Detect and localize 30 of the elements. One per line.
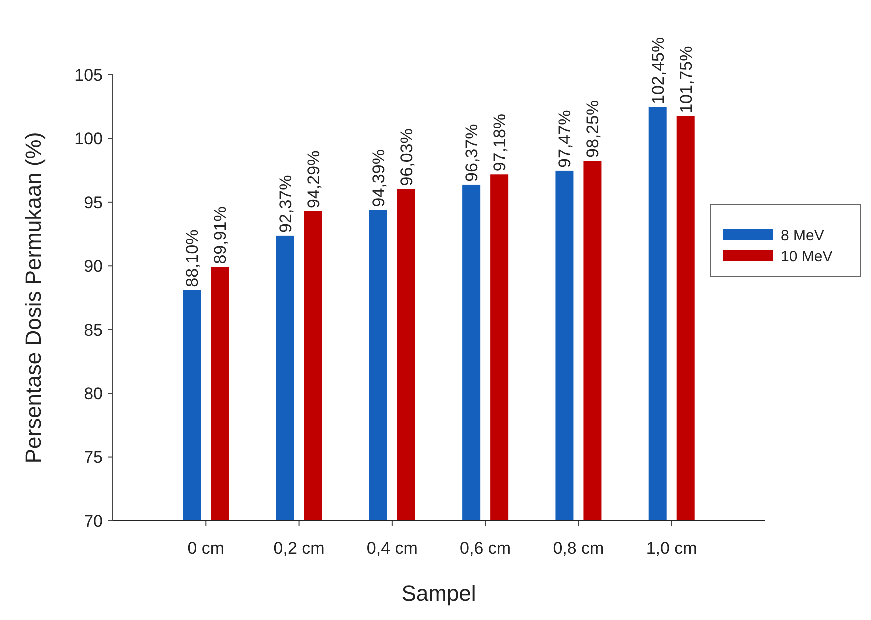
data-label: 89,91% bbox=[211, 206, 230, 264]
data-label: 92,37% bbox=[276, 175, 296, 233]
data-label: 94,39% bbox=[369, 150, 388, 208]
data-label: 101,75% bbox=[676, 46, 696, 114]
x-tick-label: 0,6 cm bbox=[460, 539, 512, 558]
x-tick-label: 0 cm bbox=[188, 539, 225, 558]
data-label: 96,37% bbox=[462, 124, 482, 182]
x-tick-label: 0,4 cm bbox=[366, 539, 418, 558]
data-label: 98,25% bbox=[584, 100, 603, 158]
x-axis-title: Sampel bbox=[402, 581, 476, 606]
data-label: 88,10% bbox=[183, 230, 202, 288]
data-label: 94,29% bbox=[304, 150, 324, 208]
data-label: 97,47% bbox=[556, 110, 575, 168]
y-tick-label: 95 bbox=[84, 193, 103, 212]
legend-label: 10 MeV bbox=[781, 248, 833, 266]
data-label: 97,18% bbox=[490, 114, 510, 172]
x-tick-label: 0,2 cm bbox=[274, 539, 325, 558]
y-tick-label: 85 bbox=[84, 320, 103, 340]
data-label: 102,45% bbox=[648, 37, 668, 104]
x-tick-label: 0,8 cm bbox=[553, 539, 604, 558]
y-tick-label: 100 bbox=[74, 130, 103, 149]
y-tick-label: 90 bbox=[84, 257, 103, 276]
y-tick-label: 70 bbox=[84, 512, 103, 531]
x-tick-label: 1,0 cm bbox=[646, 539, 698, 558]
y-axis-title: Persentase Dosis Permukaan (%) bbox=[21, 132, 46, 464]
y-tick-label: 75 bbox=[84, 448, 103, 468]
y-tick-label: 80 bbox=[84, 384, 103, 404]
data-label: 96,03% bbox=[397, 128, 416, 186]
y-tick-label: 105 bbox=[74, 66, 103, 85]
legend-label: 8 MeV bbox=[781, 227, 824, 244]
